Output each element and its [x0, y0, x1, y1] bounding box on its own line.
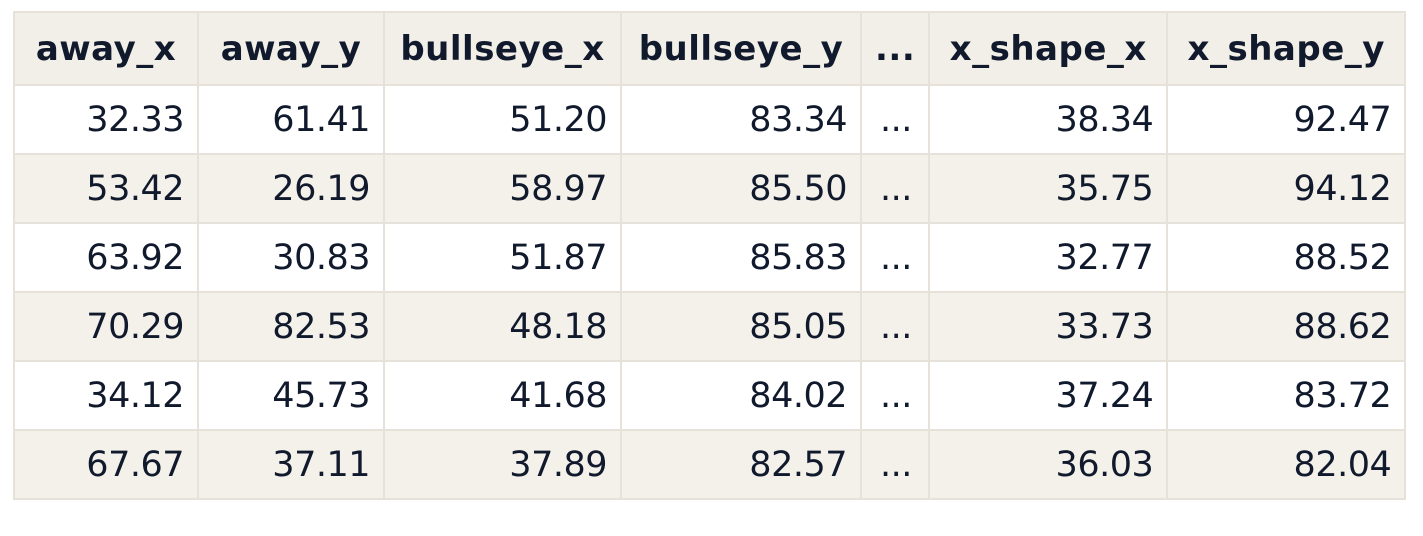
table-cell-ellipsis: ...: [859, 429, 931, 500]
table-cell: 30.83: [197, 222, 385, 293]
table-cell: 88.52: [1166, 222, 1407, 293]
table-cell: 85.05: [620, 291, 862, 362]
table-cell: 41.68: [383, 360, 622, 431]
table-cell: 51.87: [383, 222, 622, 293]
column-header-away-y: away_y: [197, 11, 385, 86]
table-cell-ellipsis: ...: [859, 222, 931, 293]
table-cell: 51.20: [383, 84, 622, 155]
column-header-ellipsis: ...: [859, 11, 931, 86]
table-cell: 82.53: [197, 291, 385, 362]
table-cell: 32.77: [928, 222, 1169, 293]
column-header-bullseye-y: bullseye_y: [620, 11, 862, 86]
table-cell-ellipsis: ...: [859, 291, 931, 362]
table-cell: 53.42: [13, 153, 199, 224]
table-cell: 92.47: [1166, 84, 1407, 155]
data-table: away_x away_y bullseye_x bullseye_y ... …: [13, 11, 1407, 500]
table-row: 53.42 26.19 58.97 85.50 ... 35.75 94.12: [13, 153, 1407, 224]
table-cell: 84.02: [620, 360, 862, 431]
table-body: 32.33 61.41 51.20 83.34 ... 38.34 92.47 …: [13, 84, 1407, 500]
table-row: 63.92 30.83 51.87 85.83 ... 32.77 88.52: [13, 222, 1407, 293]
table-cell: 83.72: [1166, 360, 1407, 431]
table-row: 67.67 37.11 37.89 82.57 ... 36.03 82.04: [13, 429, 1407, 500]
table-cell: 82.57: [620, 429, 862, 500]
table-cell: 82.04: [1166, 429, 1407, 500]
table-cell: 94.12: [1166, 153, 1407, 224]
table-cell: 63.92: [13, 222, 199, 293]
table-row: 70.29 82.53 48.18 85.05 ... 33.73 88.62: [13, 291, 1407, 362]
table-cell: 37.89: [383, 429, 622, 500]
column-header-x-shape-x: x_shape_x: [928, 11, 1169, 86]
table-cell: 33.73: [928, 291, 1169, 362]
table-cell: 36.03: [928, 429, 1169, 500]
table-cell: 85.50: [620, 153, 862, 224]
table-cell: 38.34: [928, 84, 1169, 155]
table-cell: 88.62: [1166, 291, 1407, 362]
table-cell-ellipsis: ...: [859, 153, 931, 224]
table-cell: 85.83: [620, 222, 862, 293]
table-cell: 70.29: [13, 291, 199, 362]
table-cell: 83.34: [620, 84, 862, 155]
table-cell: 45.73: [197, 360, 385, 431]
column-header-bullseye-x: bullseye_x: [383, 11, 622, 86]
table-header: away_x away_y bullseye_x bullseye_y ... …: [13, 11, 1407, 86]
table-cell: 32.33: [13, 84, 199, 155]
table-cell: 58.97: [383, 153, 622, 224]
table-cell: 61.41: [197, 84, 385, 155]
table-cell: 34.12: [13, 360, 199, 431]
column-header-x-shape-y: x_shape_y: [1166, 11, 1407, 86]
table-cell: 35.75: [928, 153, 1169, 224]
table-cell-ellipsis: ...: [859, 84, 931, 155]
table-row: 34.12 45.73 41.68 84.02 ... 37.24 83.72: [13, 360, 1407, 431]
data-table-container: away_x away_y bullseye_x bullseye_y ... …: [13, 11, 1407, 500]
table-cell-ellipsis: ...: [859, 360, 931, 431]
table-cell: 67.67: [13, 429, 199, 500]
column-header-away-x: away_x: [13, 11, 199, 86]
header-row: away_x away_y bullseye_x bullseye_y ... …: [13, 11, 1407, 86]
table-cell: 26.19: [197, 153, 385, 224]
table-cell: 48.18: [383, 291, 622, 362]
table-cell: 37.24: [928, 360, 1169, 431]
table-row: 32.33 61.41 51.20 83.34 ... 38.34 92.47: [13, 84, 1407, 155]
table-cell: 37.11: [197, 429, 385, 500]
